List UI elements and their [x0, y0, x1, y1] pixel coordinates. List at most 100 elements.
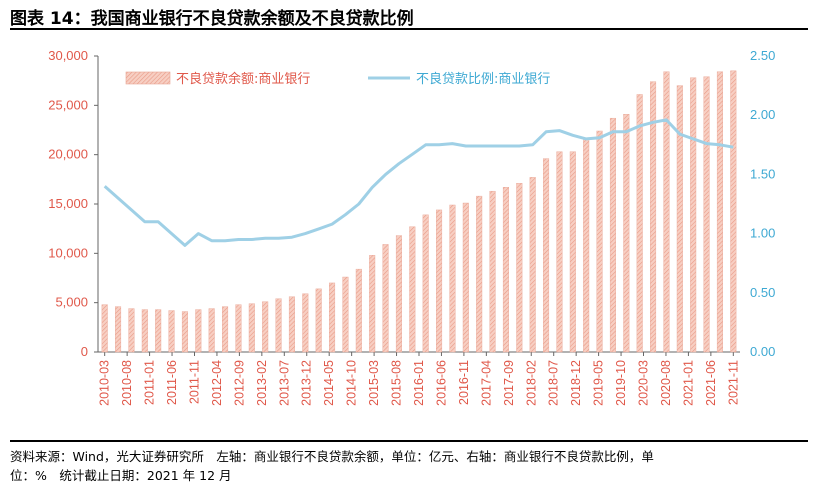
footer-rule [10, 440, 808, 442]
left-tick-label: 25,000 [48, 97, 88, 112]
legend-line-label: 不良贷款比例:商业银行 [416, 71, 550, 87]
x-tick-label: 2021-01 [681, 360, 695, 406]
bar [489, 190, 496, 353]
bar [141, 309, 148, 353]
x-tick-label: 2013-12 [300, 360, 314, 406]
x-tick-label: 2010-08 [120, 360, 134, 406]
x-tick-label: 2018-07 [547, 360, 561, 406]
x-tick-label: 2013-07 [277, 360, 291, 406]
bar [288, 296, 295, 353]
x-tick-label: 2018-02 [524, 360, 538, 406]
bar [369, 255, 376, 353]
bar [716, 71, 723, 353]
bar [329, 282, 336, 353]
right-tick-label: 0.00 [750, 344, 775, 359]
bar [262, 301, 269, 353]
source-line-2: 位：% 统计截止日期：2021 年 12 月 [10, 468, 232, 483]
x-tick-label: 2019-05 [592, 360, 606, 406]
x-tick-label: 2018-12 [569, 360, 583, 406]
x-tick-label: 2021-06 [704, 360, 718, 406]
bar [449, 204, 456, 353]
bar [181, 311, 188, 353]
ratio-line [103, 118, 734, 247]
left-tick-label: 5,000 [55, 295, 88, 310]
x-tick-label: 2016-11 [457, 360, 471, 405]
bar [248, 303, 255, 353]
bar [543, 158, 550, 353]
x-tick-label: 2017-09 [502, 360, 516, 406]
bar [596, 130, 603, 353]
bar [115, 306, 122, 353]
bar [623, 114, 630, 353]
x-tick-label: 2014-05 [322, 360, 336, 406]
x-tick-label: 2012-09 [232, 360, 246, 406]
source-line-1: 资料来源：Wind，光大证券研究所 左轴：商业银行不良贷款余额，单位：亿元、右轴… [10, 449, 654, 464]
legend-bar-label: 不良贷款余额:商业银行 [176, 71, 310, 87]
bar [168, 310, 175, 353]
x-tick-label: 2013-02 [255, 360, 269, 406]
bar [730, 70, 737, 353]
legend-bar-swatch [125, 71, 171, 85]
right-tick-label: 0.50 [750, 285, 775, 300]
x-tick-label: 2015-03 [367, 360, 381, 406]
bar [275, 298, 282, 353]
title-rule [10, 28, 808, 30]
bar [583, 138, 590, 353]
bar-series [101, 70, 737, 353]
bar [235, 304, 242, 353]
bar [355, 268, 362, 353]
bar [476, 195, 483, 353]
x-tick-label: 2017-04 [479, 360, 493, 406]
figure-title: 图表 14：我国商业银行不良贷款余额及不良贷款比例 [10, 9, 414, 29]
bar [676, 85, 683, 353]
x-tick-label: 2010-03 [98, 360, 112, 406]
x-tick-label: 2020-03 [637, 360, 651, 406]
bar [502, 187, 509, 353]
bar [315, 288, 322, 353]
bar [395, 235, 402, 353]
left-tick-label: 10,000 [48, 245, 88, 260]
x-tick-label: 2014-10 [345, 360, 359, 406]
x-tick-label: 2011-11 [187, 360, 201, 404]
left-tick-label: 30,000 [48, 48, 88, 63]
bar [690, 77, 697, 353]
bar [516, 183, 523, 353]
bar [302, 293, 309, 353]
bar [556, 151, 563, 353]
bar [609, 117, 616, 353]
bar [342, 276, 349, 353]
right-tick-label: 2.00 [750, 107, 775, 122]
right-tick-label: 1.00 [750, 226, 775, 241]
right-tick-label: 2.50 [750, 48, 775, 63]
left-tick-label: 0 [81, 344, 88, 359]
legend: 不良贷款余额:商业银行 不良贷款比例:商业银行 [125, 71, 550, 87]
x-tick-label: 2021-11 [726, 360, 740, 405]
bar [382, 244, 389, 353]
x-tick-label: 2011-01 [143, 360, 157, 405]
bar [409, 226, 416, 353]
bar [128, 308, 135, 353]
bar [663, 71, 670, 353]
x-tick-label: 2016-01 [412, 360, 426, 406]
bar [636, 94, 643, 353]
x-tick-label: 2020-08 [659, 360, 673, 406]
bar [436, 209, 443, 353]
bar [222, 306, 229, 353]
bar [195, 309, 202, 353]
bar [422, 214, 429, 353]
x-tick-label: 2012-04 [210, 360, 224, 406]
left-tick-label: 20,000 [48, 147, 88, 162]
x-tick-label: 2019-10 [614, 360, 628, 406]
bar [208, 308, 215, 353]
bar [569, 151, 576, 353]
left-tick-label: 15,000 [48, 196, 88, 211]
x-tick-label: 2011-06 [165, 360, 179, 405]
right-tick-label: 1.50 [750, 166, 775, 181]
x-tick-label: 2015-08 [390, 360, 404, 406]
bar [155, 309, 162, 353]
x-tick-label: 2016-06 [434, 360, 448, 406]
line-series [103, 118, 734, 247]
bar [703, 76, 710, 353]
source-note: 资料来源：Wind，光大证券研究所 左轴：商业银行不良贷款余额，单位：亿元、右轴… [10, 447, 805, 485]
